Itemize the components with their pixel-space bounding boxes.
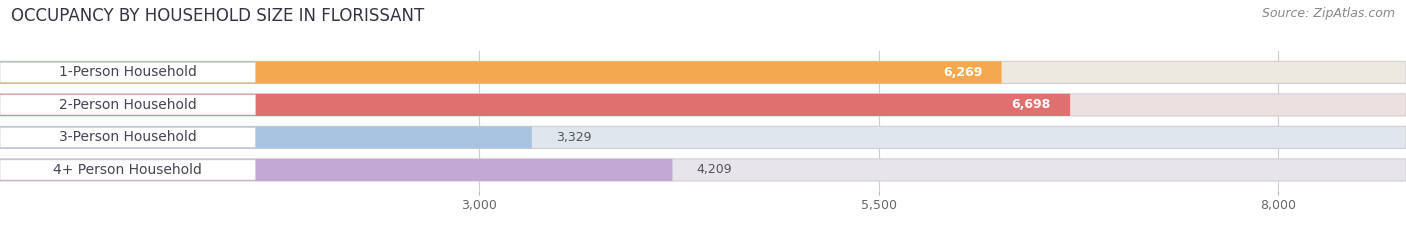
Text: 6,698: 6,698	[1012, 98, 1050, 111]
FancyBboxPatch shape	[0, 126, 531, 148]
Text: 1-Person Household: 1-Person Household	[59, 65, 197, 79]
Text: OCCUPANCY BY HOUSEHOLD SIZE IN FLORISSANT: OCCUPANCY BY HOUSEHOLD SIZE IN FLORISSAN…	[11, 7, 425, 25]
FancyBboxPatch shape	[0, 126, 1406, 148]
FancyBboxPatch shape	[0, 94, 1070, 116]
FancyBboxPatch shape	[0, 160, 256, 180]
FancyBboxPatch shape	[0, 159, 672, 181]
FancyBboxPatch shape	[0, 95, 256, 115]
Text: Source: ZipAtlas.com: Source: ZipAtlas.com	[1261, 7, 1395, 20]
Text: 3,329: 3,329	[555, 131, 592, 144]
FancyBboxPatch shape	[0, 94, 1406, 116]
FancyBboxPatch shape	[0, 127, 256, 147]
Text: 6,269: 6,269	[943, 66, 983, 79]
Text: 3-Person Household: 3-Person Household	[59, 130, 197, 144]
Text: 2-Person Household: 2-Person Household	[59, 98, 197, 112]
FancyBboxPatch shape	[0, 61, 1406, 83]
FancyBboxPatch shape	[0, 159, 1406, 181]
Text: 4,209: 4,209	[696, 163, 733, 176]
FancyBboxPatch shape	[0, 62, 256, 82]
Text: 4+ Person Household: 4+ Person Household	[53, 163, 202, 177]
FancyBboxPatch shape	[0, 61, 1001, 83]
